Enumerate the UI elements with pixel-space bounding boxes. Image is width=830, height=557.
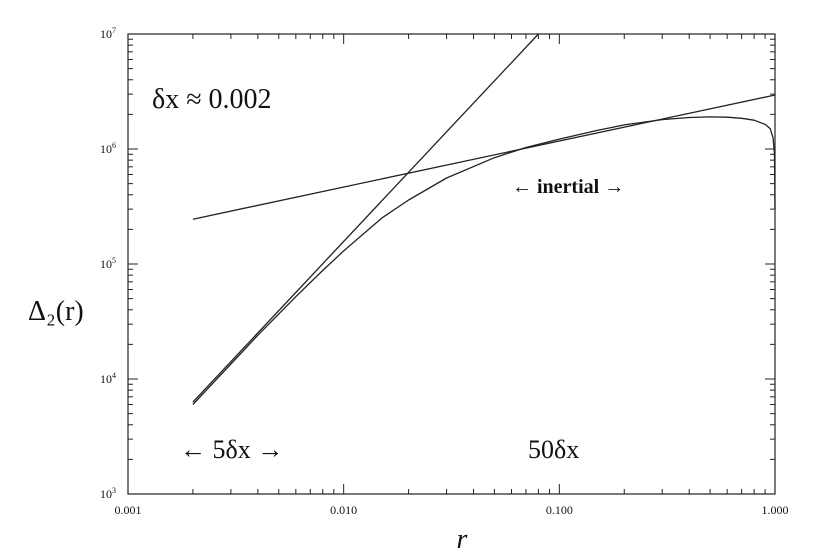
x-axis-label: r	[457, 524, 468, 555]
y-tick-labels: 103 104 105 106 107	[100, 26, 116, 501]
series-inertial-fit	[192, 94, 776, 220]
annotation-dx: δx ≈ 0.002	[152, 84, 272, 115]
series-group	[192, 33, 776, 405]
y-tick-label: 107	[100, 26, 116, 41]
x-tick-label: 1.000	[762, 503, 789, 517]
x-tick-label: 0.100	[546, 503, 573, 517]
y-tick-label: 103	[100, 486, 116, 501]
annotation-50dx: 50δx	[528, 435, 579, 464]
annotation-5dx: ← 5δx →	[180, 435, 283, 464]
x-tick-label: 0.010	[330, 503, 357, 517]
axis-ticks	[127, 34, 775, 495]
x-tick-label: 0.001	[115, 503, 142, 517]
series-structure-function	[192, 116, 776, 405]
y-tick-label: 106	[100, 141, 116, 156]
x-tick-labels: 0.001 0.010 0.100 1.000	[115, 503, 789, 517]
y-tick-label: 104	[100, 371, 116, 386]
y-axis-label: Δ₂(r)	[28, 296, 84, 327]
annotation-inertial: ← inertial →	[512, 176, 624, 198]
series-slope-2-fit	[192, 33, 539, 403]
y-tick-label: 105	[100, 256, 116, 271]
